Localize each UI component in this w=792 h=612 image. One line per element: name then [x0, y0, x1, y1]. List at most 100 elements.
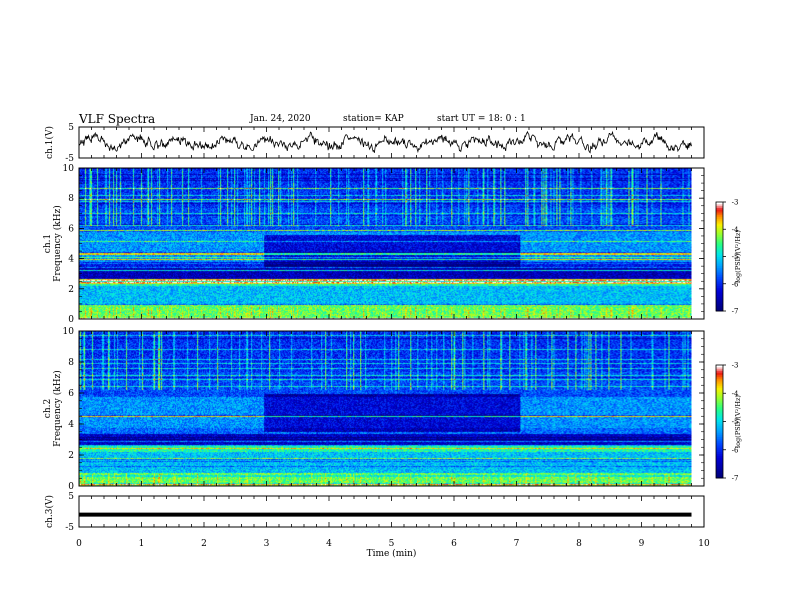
colorbar-step	[716, 243, 723, 247]
panel-spectrogram-ch1: 0 2 4 6 8 10 ch.1 Frequency (kHz) -3 -4 -5 -6 -7 log(…	[43, 164, 742, 325]
x-tick-label: 2	[201, 539, 207, 549]
colorbar-step	[716, 432, 723, 436]
colorbar-step	[716, 474, 723, 477]
colorbar-step	[716, 408, 723, 411]
y-tick-label: 2	[68, 451, 74, 461]
colorbar-step	[716, 374, 723, 377]
colorbar-step	[716, 218, 723, 221]
colorbar-tick-label: -3	[732, 199, 739, 207]
y-tick-label: 10	[63, 164, 75, 174]
y-tick-label: 0	[68, 482, 74, 492]
colorbar-step	[716, 231, 723, 234]
colorbar-step	[716, 240, 723, 243]
colorbar-step	[716, 205, 723, 208]
colorbar-step	[716, 271, 723, 274]
colorbar-step	[716, 451, 723, 455]
colorbar-step	[716, 234, 723, 238]
colorbar-step	[716, 415, 723, 419]
colorbar-step	[716, 449, 723, 453]
colorbar-tick-label: -7	[732, 475, 739, 483]
colorbar-step	[716, 283, 723, 287]
colorbar-step	[716, 476, 723, 479]
colorbar-step	[716, 209, 723, 212]
colorbar-tick-label: -6	[732, 446, 739, 454]
colorbar-tick-label: -4	[732, 226, 739, 234]
colorbar-step	[716, 207, 723, 210]
colorbar-step	[716, 249, 723, 252]
y-tick-label: 2	[68, 285, 74, 295]
spectrogram-ch1-image	[79, 168, 692, 319]
colorbar-step	[716, 430, 723, 434]
colorbar-step	[716, 366, 723, 370]
panel-waveform-ch1: 5 -5 ch.1(V)	[44, 123, 705, 164]
colorbar-step	[716, 303, 723, 307]
colorbar-step	[716, 453, 723, 456]
colorbar-step	[716, 278, 723, 281]
colorbar-step	[716, 236, 723, 239]
colorbar-step	[716, 404, 723, 407]
colorbar-step	[716, 421, 723, 424]
colorbar-step	[716, 419, 723, 422]
colorbar-step	[716, 301, 723, 305]
x-tick-label: 10	[698, 539, 710, 549]
colorbar-step	[716, 247, 723, 250]
colorbar-step	[716, 397, 723, 400]
colorbar-step	[716, 365, 723, 368]
x-tick-label: 9	[639, 539, 645, 549]
colorbar-step	[716, 380, 723, 383]
colorbar-step	[716, 232, 723, 236]
y-tick-label: -5	[65, 154, 74, 164]
colorbar-step	[716, 445, 723, 449]
colorbar-step	[716, 300, 723, 303]
colorbar-step	[716, 296, 723, 299]
colorbar-tick-label: -5	[732, 418, 739, 426]
panel-waveform-ch3: 5 -5 ch.3(V) 0 1 2 3 4 5 6 7 8 9 10 Time (min)	[44, 492, 710, 559]
x-tick-label: 1	[139, 539, 145, 549]
colorbar-step	[716, 220, 723, 223]
chart-title: VLF Spectra	[79, 112, 156, 126]
start-time-label: start UT = 18: 0 : 1	[437, 114, 526, 124]
colorbar-step	[716, 393, 723, 396]
colorbar-step	[716, 305, 723, 308]
colorbar-step	[716, 245, 723, 248]
colorbar-step	[716, 412, 723, 415]
colorbar-tick-label: -5	[732, 253, 739, 261]
colorbar-step	[716, 291, 723, 294]
colorbar-step	[716, 413, 723, 417]
colorbar-step	[716, 212, 723, 216]
x-tick-label: 8	[576, 539, 582, 549]
colorbar-step	[716, 280, 723, 283]
colorbar-tick-label: -7	[732, 308, 739, 316]
colorbar-step	[716, 417, 723, 421]
colorbar-step	[716, 427, 723, 430]
colorbar-step	[716, 434, 723, 438]
colorbar-step	[716, 455, 723, 458]
colorbar-step	[716, 440, 723, 443]
x-tick-label: 3	[264, 539, 270, 549]
colorbar-tick-label: -6	[732, 280, 739, 288]
colorbar-step	[716, 444, 723, 447]
colorbar-step	[716, 272, 723, 276]
colorbar-step	[716, 378, 723, 381]
colorbar-step	[716, 267, 723, 270]
x-tick-label: 5	[389, 539, 395, 549]
colorbar-step	[716, 260, 723, 263]
colorbar-step	[716, 472, 723, 475]
colorbar-step	[716, 292, 723, 296]
colorbar-step	[716, 298, 723, 301]
y-tick-label: -5	[65, 523, 74, 533]
colorbar-step	[716, 274, 723, 277]
y-axis-label: Frequency (kHz)	[52, 205, 63, 282]
colorbar-step	[716, 254, 723, 257]
station-label: station= KAP	[343, 114, 404, 124]
colorbar-step	[716, 202, 723, 205]
colorbar-step	[716, 406, 723, 409]
colorbar-step	[716, 400, 723, 404]
colorbar-step	[716, 423, 723, 426]
colorbar-step	[716, 223, 723, 227]
colorbar-step	[716, 307, 723, 310]
y-axis-label: ch.3(V)	[44, 495, 55, 528]
colorbar-step	[716, 442, 723, 445]
y-tick-label: 6	[68, 224, 74, 234]
colorbar-step	[716, 391, 723, 394]
